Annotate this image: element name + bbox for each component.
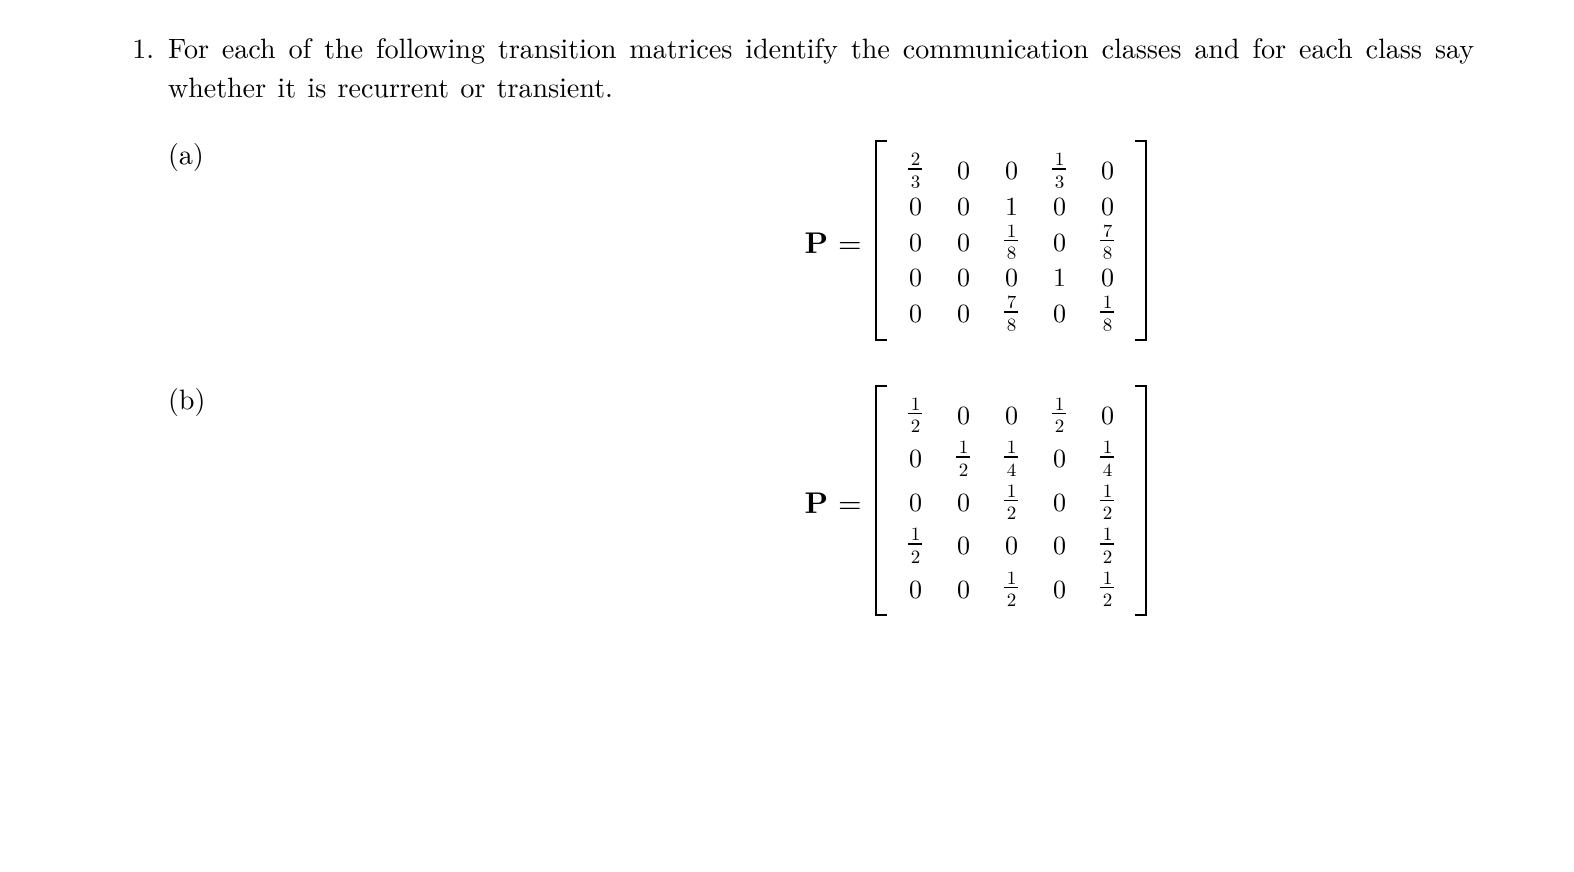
- fraction: 13: [1052, 148, 1066, 190]
- lhs-symbol-b: P: [805, 480, 829, 522]
- matrix-cell: 0: [905, 444, 925, 470]
- fraction: 14: [1004, 436, 1018, 478]
- fraction: 12: [1004, 480, 1018, 522]
- left-bracket-icon: [875, 140, 887, 341]
- matrix-cell: 0: [1001, 531, 1021, 557]
- matrix-cell: 0: [1049, 444, 1069, 470]
- matrix-cell: 1: [1001, 192, 1021, 218]
- problem-1: 1. For each of the following transition …: [100, 28, 1474, 626]
- subpart-body-b: P = 120012001214014001201212000120012012: [238, 379, 1474, 627]
- matrix-cell: 14: [1097, 436, 1117, 478]
- fraction: 78: [1100, 220, 1114, 262]
- matrix-cell: 12: [905, 393, 925, 435]
- matrix-cell: 0: [1097, 401, 1117, 427]
- matrix-cell: 1: [1049, 263, 1069, 289]
- matrix-cell: 0: [905, 575, 925, 601]
- matrix-cell: 12: [953, 436, 973, 478]
- matrix-cell: 0: [905, 488, 925, 514]
- matrix-cell: 78: [1001, 291, 1021, 333]
- matrix-cell: 0: [953, 228, 973, 254]
- matrix-cell: 0: [953, 531, 973, 557]
- problem-number: 1.: [100, 28, 168, 626]
- lhs-symbol-a: P: [805, 220, 829, 262]
- matrix-cell: 0: [1049, 531, 1069, 557]
- subpart-label-b: (b): [168, 379, 238, 627]
- matrix-cell: 0: [953, 488, 973, 514]
- matrix-cell: 0: [953, 192, 973, 218]
- problem-prompt: For each of the following transition mat…: [168, 28, 1474, 106]
- problem-body: For each of the following transition mat…: [168, 28, 1474, 626]
- matrix-cell: 23: [905, 148, 925, 190]
- right-bracket-icon: [1135, 140, 1147, 341]
- fraction: 12: [908, 393, 922, 435]
- subpart-b: (b) P = 12001200121401400120121200012001…: [168, 379, 1474, 627]
- matrix-cell: 0: [1049, 228, 1069, 254]
- matrix-cell: 12: [1097, 567, 1117, 609]
- matrix-grid-a: 2300130001000018078000100078018: [887, 140, 1135, 341]
- matrix-cell: 0: [1097, 263, 1117, 289]
- matrix-cell: 0: [1001, 263, 1021, 289]
- equation-a: P = 2300130001000018078000100078018: [478, 140, 1474, 341]
- left-bracket-icon: [875, 385, 887, 617]
- matrix-cell: 12: [1001, 480, 1021, 522]
- equals-sign-a: =: [838, 220, 861, 262]
- matrix-cell: 18: [1001, 220, 1021, 262]
- matrix-cell: 0: [953, 156, 973, 182]
- matrix-cell: 0: [905, 299, 925, 325]
- matrix-cell: 13: [1049, 148, 1069, 190]
- matrix-cell: 0: [953, 401, 973, 427]
- matrix-cell: 0: [953, 263, 973, 289]
- subpart-label-a: (a): [168, 134, 238, 351]
- page: 1. For each of the following transition …: [0, 0, 1574, 872]
- fraction: 23: [908, 148, 922, 190]
- matrix-cell: 0: [953, 575, 973, 601]
- fraction: 78: [1004, 291, 1018, 333]
- matrix-cell: 12: [1001, 567, 1021, 609]
- fraction: 12: [1004, 567, 1018, 609]
- matrix-cell: 0: [905, 192, 925, 218]
- fraction: 12: [956, 436, 970, 478]
- fraction: 12: [1100, 480, 1114, 522]
- matrix-cell: 0: [953, 299, 973, 325]
- matrix-cell: 0: [1097, 192, 1117, 218]
- matrix-cell: 0: [1049, 192, 1069, 218]
- matrix-cell: 0: [1049, 299, 1069, 325]
- matrix-cell: 0: [1001, 401, 1021, 427]
- fraction: 18: [1100, 291, 1114, 333]
- matrix-cell: 0: [905, 228, 925, 254]
- fraction: 12: [908, 523, 922, 565]
- fraction: 14: [1100, 436, 1114, 478]
- matrix-cell: 0: [1049, 488, 1069, 514]
- matrix-cell: 14: [1001, 436, 1021, 478]
- matrix-cell: 12: [905, 523, 925, 565]
- matrix-cell: 0: [1097, 156, 1117, 182]
- matrix-cell: 0: [905, 263, 925, 289]
- matrix-cell: 12: [1049, 393, 1069, 435]
- subpart-a: (a) P = 2300130001000018078000100078018: [168, 134, 1474, 351]
- matrix-cell: 18: [1097, 291, 1117, 333]
- fraction: 12: [1100, 567, 1114, 609]
- matrix-b: 120012001214014001201212000120012012: [875, 385, 1147, 617]
- subpart-body-a: P = 2300130001000018078000100078018: [238, 134, 1474, 351]
- fraction: 12: [1100, 523, 1114, 565]
- right-bracket-icon: [1135, 385, 1147, 617]
- matrix-cell: 0: [1049, 575, 1069, 601]
- fraction: 18: [1004, 220, 1018, 262]
- matrix-grid-b: 120012001214014001201212000120012012: [887, 385, 1135, 617]
- matrix-cell: 0: [1001, 156, 1021, 182]
- matrix-a: 2300130001000018078000100078018: [875, 140, 1147, 341]
- fraction: 12: [1052, 393, 1066, 435]
- matrix-cell: 12: [1097, 523, 1117, 565]
- equals-sign-b: =: [838, 480, 861, 522]
- equation-b: P = 120012001214014001201212000120012012: [478, 385, 1474, 617]
- matrix-cell: 78: [1097, 220, 1117, 262]
- matrix-cell: 12: [1097, 480, 1117, 522]
